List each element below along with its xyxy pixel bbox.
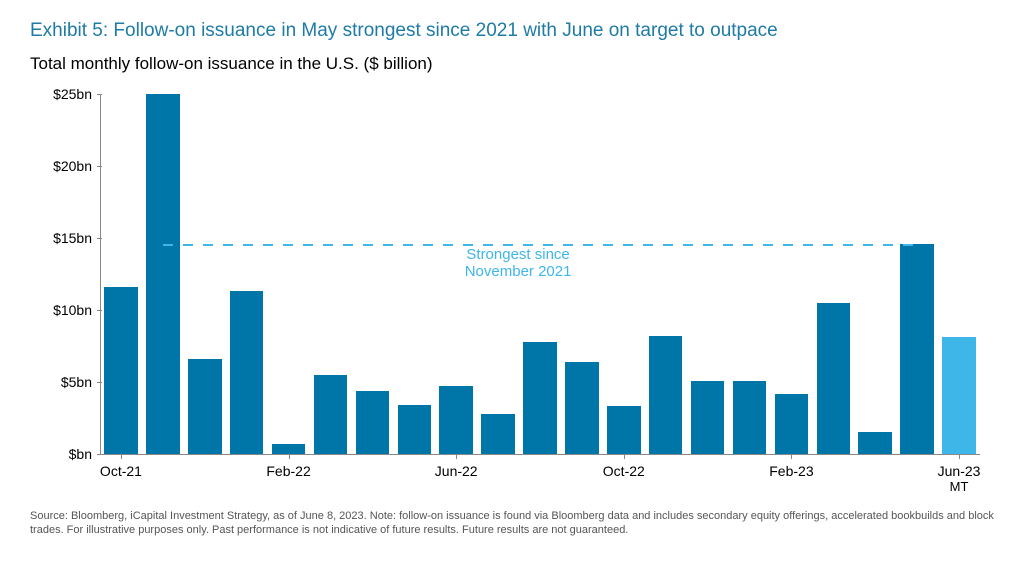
bar <box>481 414 515 454</box>
x-axis-line <box>100 454 980 455</box>
bar <box>398 405 432 454</box>
bar <box>900 244 934 454</box>
y-axis: $bn$5bn$10bn$15bn$20bn$25bn <box>30 94 100 454</box>
x-tick-label: Oct-21 <box>100 463 142 479</box>
x-tick-label: Oct-22 <box>603 463 645 479</box>
y-tick-label: $25bn <box>53 86 92 102</box>
x-axis: Oct-21 Feb-22 Jun-22 Oct-22 Feb-23 Jun-23MT <box>100 459 980 499</box>
x-tick-label: Jun-23MT <box>938 463 981 494</box>
bar <box>146 94 180 454</box>
x-tick-label: Feb-23 <box>769 463 813 479</box>
bar <box>607 406 641 454</box>
y-tick-label: $20bn <box>53 158 92 174</box>
bar <box>439 386 473 454</box>
bar <box>523 342 557 454</box>
x-tick-label: Jun-22 <box>435 463 478 479</box>
y-tick-label: $5bn <box>61 374 92 390</box>
bar <box>775 394 809 454</box>
bar <box>858 432 892 454</box>
bar <box>817 303 851 454</box>
exhibit-subtitle: Total monthly follow-on issuance in the … <box>30 54 994 74</box>
annotation-label: Strongest sinceNovember 2021 <box>428 246 608 281</box>
bar <box>649 336 683 454</box>
bar <box>733 381 767 454</box>
bar <box>272 444 306 454</box>
y-axis-line <box>100 94 101 454</box>
bar <box>104 287 138 454</box>
bar <box>314 375 348 454</box>
bar <box>691 381 725 454</box>
exhibit-title: Exhibit 5: Follow-on issuance in May str… <box>30 20 994 42</box>
y-tick-label: $15bn <box>53 230 92 246</box>
exhibit-container: Exhibit 5: Follow-on issuance in May str… <box>0 0 1024 576</box>
bar <box>356 391 390 454</box>
bar <box>230 291 264 454</box>
chart-area: $bn $5bn $10bn $15bn $20bn $25bn Oct-21 Feb-22… <box>30 84 990 504</box>
bar <box>188 359 222 454</box>
bar <box>565 362 599 454</box>
footnote: Source: Bloomberg, iCapital Investment S… <box>30 504 994 538</box>
y-tick-label: $bn <box>69 446 92 462</box>
y-tick-label: $10bn <box>53 302 92 318</box>
bar <box>942 337 976 454</box>
x-tick-label: Feb-22 <box>266 463 310 479</box>
